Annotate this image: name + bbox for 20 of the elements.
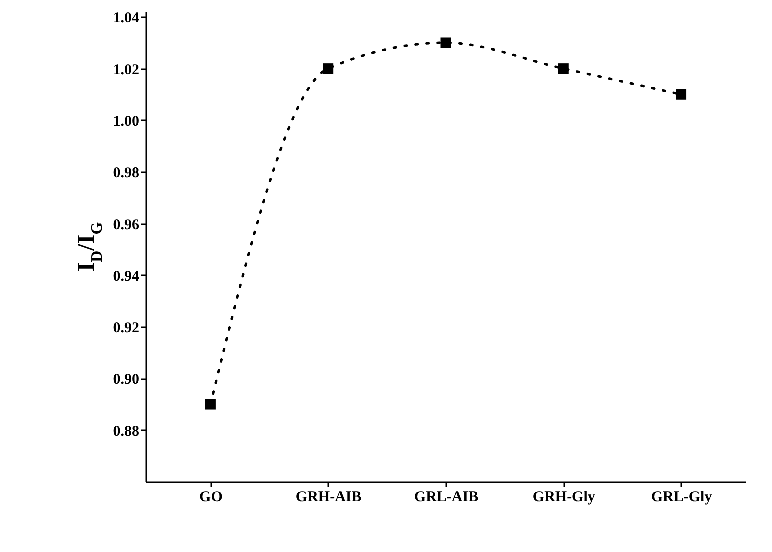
x-tick-label: GRL-Gly <box>651 490 713 506</box>
point <box>558 64 569 74</box>
point <box>205 399 216 410</box>
y-axis-title: ID/IG <box>74 222 106 272</box>
x-tick-label: GRH-AIB <box>296 490 362 506</box>
point <box>440 38 452 48</box>
x-tick-label: GRH-Gly <box>532 490 596 506</box>
y-tick-label: 0.98 <box>113 166 140 182</box>
y-tick-label: 0.88 <box>113 424 140 440</box>
y-tick-label: 0.90 <box>113 372 140 388</box>
x-tick-label: GRL-AIB <box>414 490 479 506</box>
y-tick-label: 1.02 <box>113 62 140 78</box>
y-tick-label: 1.00 <box>113 114 140 130</box>
point <box>676 89 687 100</box>
point <box>323 64 334 74</box>
y-tick-label: 0.92 <box>113 320 140 337</box>
y-tick-label: 0.96 <box>113 217 140 234</box>
y-tick-label: 0.94 <box>113 268 140 285</box>
y-tick-label: 1.04 <box>113 10 140 27</box>
x-tick-label: GO <box>200 490 223 506</box>
